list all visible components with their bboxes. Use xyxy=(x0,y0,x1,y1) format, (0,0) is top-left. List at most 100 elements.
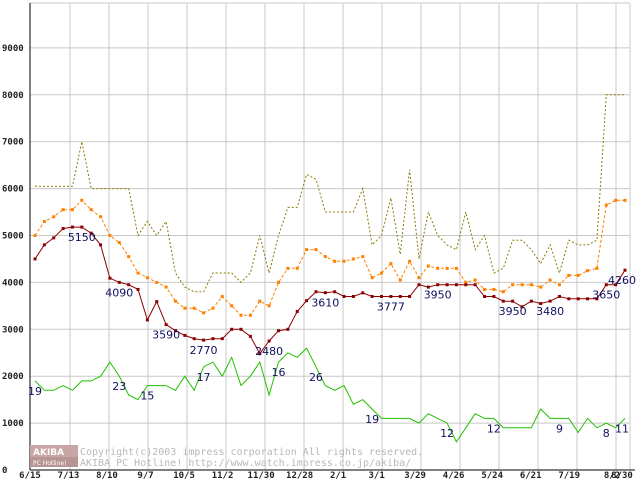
point-min xyxy=(473,283,477,287)
point-min xyxy=(586,297,590,301)
data-label: 19 xyxy=(365,413,379,426)
y-tick-label: 3000 xyxy=(2,325,24,335)
point-average xyxy=(604,203,608,207)
point-min xyxy=(239,327,243,331)
point-average xyxy=(614,198,618,202)
point-average xyxy=(351,257,355,261)
data-label: 15 xyxy=(140,390,154,403)
x-tick-label: 8/2 xyxy=(604,471,620,480)
point-average xyxy=(398,278,402,282)
point-average xyxy=(473,278,477,282)
point-average xyxy=(492,287,496,291)
data-label: 3950 xyxy=(499,305,527,318)
point-average xyxy=(33,234,37,237)
data-label: 4090 xyxy=(105,286,133,299)
point-min xyxy=(595,297,599,301)
point-average xyxy=(557,283,561,287)
point-average xyxy=(52,215,56,219)
point-min xyxy=(258,352,262,356)
point-average xyxy=(483,287,487,291)
point-average xyxy=(108,234,112,237)
logo-main-text: AKIBA xyxy=(33,448,64,458)
logo-sub-text: PC Hotline! xyxy=(33,460,66,467)
x-tick-label: 4/26 xyxy=(443,471,465,480)
point-average xyxy=(333,259,337,263)
point-average xyxy=(529,283,533,287)
x-tick-label: 12/28 xyxy=(286,471,313,480)
point-min xyxy=(183,333,187,337)
x-tick-label: 7/19 xyxy=(558,471,580,480)
point-average xyxy=(520,283,524,287)
y-tick-label: 0 xyxy=(2,466,7,476)
point-min xyxy=(520,305,524,309)
point-average xyxy=(173,299,177,303)
point-min xyxy=(295,309,299,313)
point-min xyxy=(211,337,215,341)
data-label: 12 xyxy=(440,427,454,440)
x-tick-label: 5/24 xyxy=(481,471,503,480)
x-tick-label: 8/10 xyxy=(96,471,118,480)
point-min xyxy=(501,299,505,303)
point-average xyxy=(370,276,374,280)
point-min xyxy=(623,268,627,272)
x-tick-label: 3/1 xyxy=(368,471,384,480)
point-average xyxy=(314,248,318,252)
y-tick-label: 6000 xyxy=(2,185,24,195)
y-tick-label: 2000 xyxy=(2,372,24,382)
point-min xyxy=(108,276,112,280)
point-min xyxy=(70,225,74,229)
point-average xyxy=(276,280,280,284)
point-min xyxy=(445,283,449,287)
data-label: 19 xyxy=(28,385,42,398)
data-label: 26 xyxy=(309,371,323,384)
point-min xyxy=(398,294,402,298)
point-min xyxy=(155,300,159,304)
point-average xyxy=(623,198,627,202)
point-average xyxy=(192,306,196,310)
data-label: 3650 xyxy=(592,289,620,302)
point-average xyxy=(464,280,468,284)
point-average xyxy=(586,269,590,273)
point-min xyxy=(436,283,440,287)
point-min xyxy=(576,297,580,301)
point-min xyxy=(164,323,168,327)
point-average xyxy=(267,304,271,308)
data-label: 12 xyxy=(487,422,501,435)
series-line-min xyxy=(34,226,626,355)
point-min xyxy=(202,338,206,342)
point-average xyxy=(342,259,346,263)
series xyxy=(33,94,627,443)
data-label: 2770 xyxy=(190,344,218,357)
point-min xyxy=(389,294,393,298)
point-average xyxy=(99,215,103,219)
data-label: 8 xyxy=(603,427,610,440)
point-average xyxy=(155,280,159,284)
point-min xyxy=(314,290,318,294)
point-min xyxy=(80,225,84,229)
point-min xyxy=(117,280,121,284)
x-tick-label: 6/15 xyxy=(19,471,41,480)
point-min xyxy=(42,243,46,247)
point-average xyxy=(89,208,93,212)
x-tick-label: 3/29 xyxy=(404,471,426,480)
point-average xyxy=(323,255,327,259)
point-average xyxy=(595,266,599,270)
point-average xyxy=(61,208,65,212)
point-min xyxy=(323,291,327,295)
point-min xyxy=(548,299,552,303)
point-min xyxy=(464,283,468,287)
point-average xyxy=(389,262,393,266)
x-tick-label: 10/5 xyxy=(173,471,195,480)
point-average xyxy=(70,208,74,212)
data-label: 3950 xyxy=(424,289,452,302)
point-average xyxy=(286,266,290,270)
point-min xyxy=(192,337,196,341)
point-average xyxy=(164,285,168,289)
data-label: 9 xyxy=(556,422,563,435)
point-min xyxy=(511,299,515,303)
point-average xyxy=(380,271,384,275)
point-min xyxy=(286,327,290,331)
point-average xyxy=(445,266,449,270)
data-label: 3480 xyxy=(536,305,564,318)
point-average xyxy=(127,255,131,259)
